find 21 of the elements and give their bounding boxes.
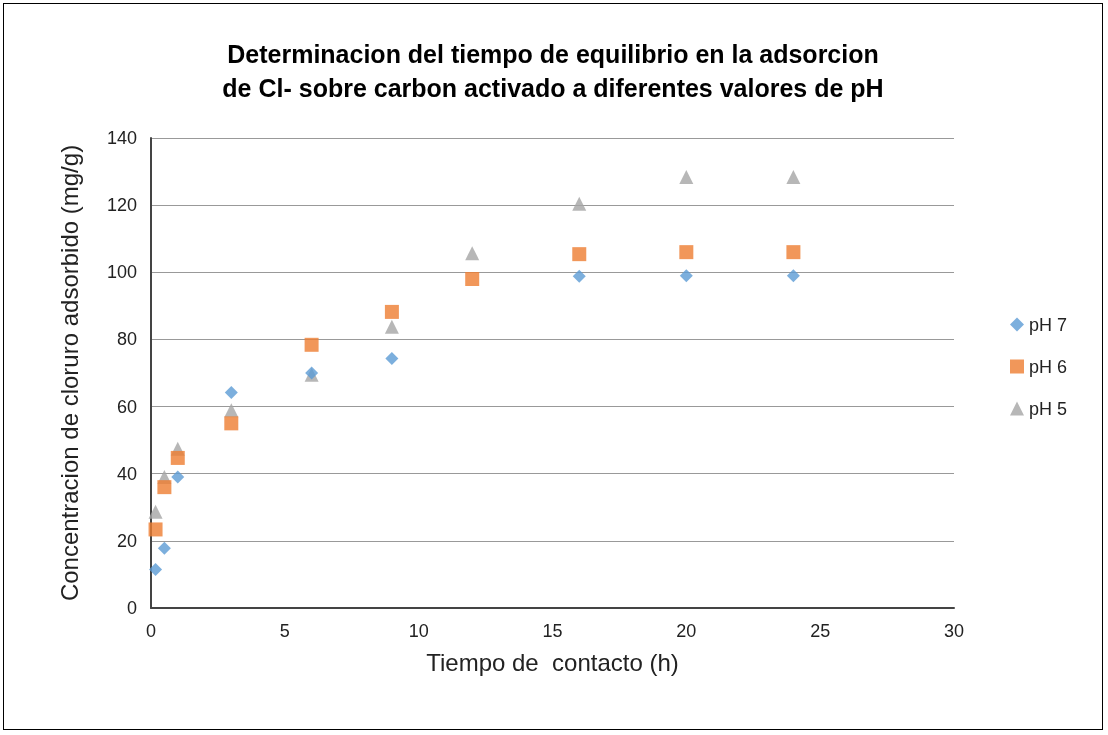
y-tick-label: 100	[106, 262, 137, 283]
y-tick-label: 120	[106, 195, 137, 216]
legend-label: pH 6	[1028, 356, 1068, 377]
x-tick-label: 5	[279, 621, 290, 641]
x-tick-label: 25	[810, 621, 831, 641]
x-tick-label: 20	[676, 621, 697, 641]
x-tick-label: 30	[943, 621, 965, 641]
y-tick-label: 20	[116, 530, 137, 551]
legend-label: pH 7	[1028, 314, 1068, 335]
y-tick-label: 40	[116, 463, 137, 484]
y-tick-label: 60	[116, 396, 137, 417]
y-tick-label: 0	[126, 598, 137, 618]
x-tick-label: 0	[145, 621, 157, 641]
x-axis-title: Tiempo de contacto (h)	[426, 648, 679, 676]
y-tick-label: 140	[106, 128, 137, 148]
chart-title: Determinacion del tiempo de equilibrio en la adsorcion de Cl- sobre carbon activado a diferentes valores de pH	[222, 40, 884, 102]
x-tick-label: 15	[542, 621, 563, 641]
y-tick-label: 80	[116, 329, 137, 350]
legend-label: pH 5	[1028, 398, 1068, 419]
x-tick-label: 10	[408, 621, 429, 641]
y-axis-title: Concentracion de cloruro adsorbido (mg/g)	[55, 144, 83, 602]
